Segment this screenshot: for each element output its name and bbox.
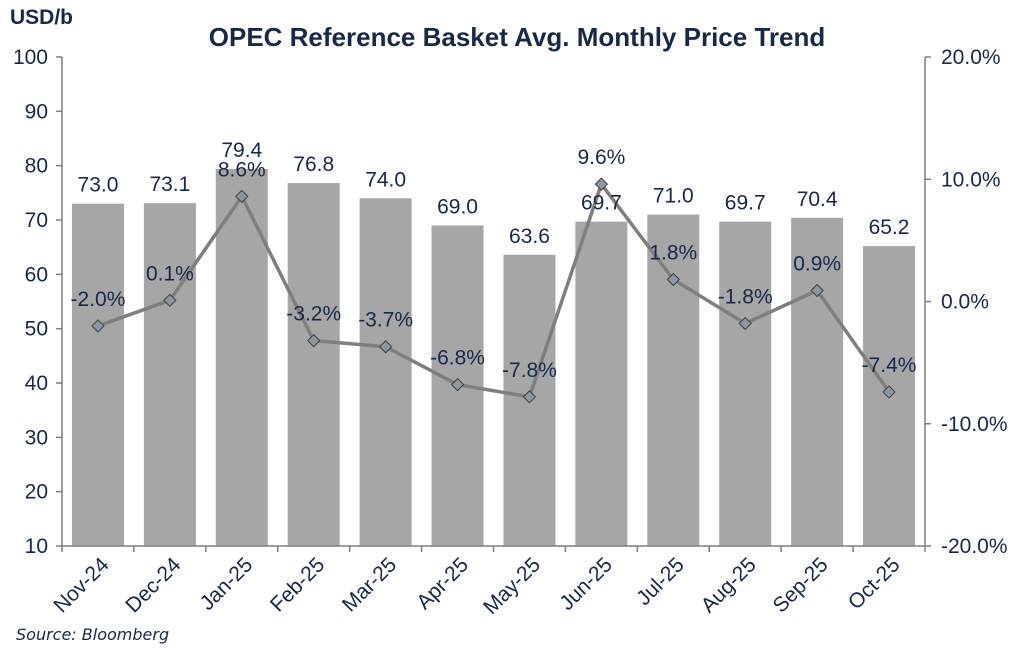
left-tick-label: 30 bbox=[25, 426, 48, 449]
bar-value-label: 71.0 bbox=[653, 185, 694, 208]
percent-change-label: -6.8% bbox=[430, 347, 485, 370]
percent-change-label: 0.9% bbox=[793, 252, 841, 275]
bar-Jul-25 bbox=[647, 214, 700, 547]
percent-change-label: -3.2% bbox=[286, 303, 341, 326]
left-tick-label: 90 bbox=[25, 100, 48, 123]
marker-Feb-25 bbox=[307, 333, 321, 348]
x-tick-label: Dec-24 bbox=[121, 553, 185, 617]
left-tick-label: 80 bbox=[25, 155, 48, 178]
bar-Nov-24 bbox=[71, 203, 124, 546]
right-tick-label: 10.0% bbox=[941, 168, 1001, 191]
bar-value-label: 63.6 bbox=[509, 225, 550, 248]
right-tick-label: -20.0% bbox=[941, 535, 1008, 558]
bar-value-label: 74.0 bbox=[365, 168, 406, 191]
percent-change-label: 1.8% bbox=[649, 241, 697, 264]
marker-Jan-25 bbox=[235, 189, 249, 204]
percent-change-label: -3.7% bbox=[358, 309, 413, 332]
marker-May-25 bbox=[522, 390, 537, 404]
bar-Sep-25 bbox=[791, 217, 844, 546]
x-tick-label: May-25 bbox=[479, 553, 545, 619]
x-tick-label: Mar-25 bbox=[338, 553, 401, 616]
bar-value-label: 73.0 bbox=[78, 174, 119, 197]
bar-Feb-25 bbox=[287, 183, 340, 546]
marker-Aug-25 bbox=[738, 316, 752, 331]
bar-value-label: 70.4 bbox=[797, 188, 838, 211]
source-note: Source: Bloomberg bbox=[16, 625, 169, 644]
bar-value-label: 79.4 bbox=[221, 139, 262, 162]
percent-change-label: -7.8% bbox=[502, 359, 557, 382]
percent-change-line bbox=[97, 182, 891, 399]
line-series bbox=[91, 177, 896, 404]
x-tick-label: Nov-24 bbox=[49, 553, 113, 617]
right-tick-label: 0.0% bbox=[941, 291, 989, 314]
percent-change-label: 8.6% bbox=[218, 158, 266, 181]
percent-change-label: -7.4% bbox=[862, 354, 917, 377]
marker-Nov-24 bbox=[91, 319, 105, 333]
x-tick-label: Apr-25 bbox=[412, 553, 473, 614]
x-tick-label: Oct-25 bbox=[844, 553, 905, 614]
left-tick-label: 10 bbox=[25, 535, 48, 558]
x-tick-label: Jun-25 bbox=[555, 553, 617, 615]
bar-Dec-24 bbox=[143, 203, 196, 546]
percent-change-label: -2.0% bbox=[71, 288, 126, 311]
marker-Mar-25 bbox=[378, 340, 393, 354]
x-tick-label: Aug-25 bbox=[697, 553, 761, 617]
left-tick-label: 40 bbox=[25, 372, 48, 395]
marker-Jul-25 bbox=[666, 272, 680, 287]
bar-Aug-25 bbox=[719, 221, 772, 546]
right-tick-label: -10.0% bbox=[941, 413, 1008, 436]
percent-change-label: -1.8% bbox=[718, 286, 773, 309]
bar-group bbox=[71, 168, 916, 547]
data-labels: 73.0 73.1 79.4 76.8 74.0 69.0 63.6 69.7 71.0 69.7… bbox=[71, 139, 917, 382]
x-tick-label: Feb-25 bbox=[266, 553, 329, 616]
bar-value-label: 69.0 bbox=[437, 195, 478, 218]
bar-Jun-25 bbox=[575, 221, 628, 546]
bar-value-label: 73.1 bbox=[149, 173, 190, 196]
bar-value-label: 76.8 bbox=[293, 153, 334, 176]
left-tick-label: 60 bbox=[25, 263, 48, 286]
marker-Sep-25 bbox=[810, 283, 824, 298]
percent-change-label: 0.1% bbox=[146, 262, 194, 285]
bar-value-label: 69.7 bbox=[725, 192, 766, 215]
x-tick-label: Jul-25 bbox=[632, 553, 689, 610]
left-tick-label: 50 bbox=[25, 318, 48, 341]
marker-Jun-25 bbox=[594, 177, 609, 191]
left-tick-label: 100 bbox=[13, 46, 48, 69]
marker-Apr-25 bbox=[450, 377, 465, 392]
bar-value-label: 69.7 bbox=[581, 192, 622, 215]
left-tick-label: 20 bbox=[25, 481, 48, 504]
bar-value-label: 65.2 bbox=[869, 216, 910, 239]
right-tick-label: 20.0% bbox=[941, 46, 1001, 69]
x-tick-label: Sep-25 bbox=[769, 553, 833, 617]
bar-Mar-25 bbox=[359, 198, 412, 546]
marker-Dec-24 bbox=[163, 293, 177, 307]
marker-Oct-25 bbox=[882, 385, 896, 399]
percent-change-label: 9.6% bbox=[577, 146, 625, 169]
chart-title: OPEC Reference Basket Avg. Monthly Price… bbox=[209, 22, 825, 52]
left-axis-unit: USD/b bbox=[10, 6, 73, 29]
x-tick-label: Jan-25 bbox=[196, 553, 258, 615]
left-tick-label: 70 bbox=[25, 209, 48, 232]
